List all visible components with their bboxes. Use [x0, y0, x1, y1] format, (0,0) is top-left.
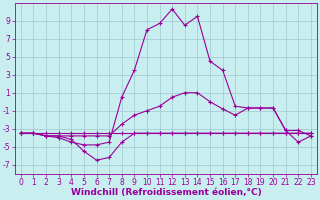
X-axis label: Windchill (Refroidissement éolien,°C): Windchill (Refroidissement éolien,°C)	[70, 188, 261, 197]
